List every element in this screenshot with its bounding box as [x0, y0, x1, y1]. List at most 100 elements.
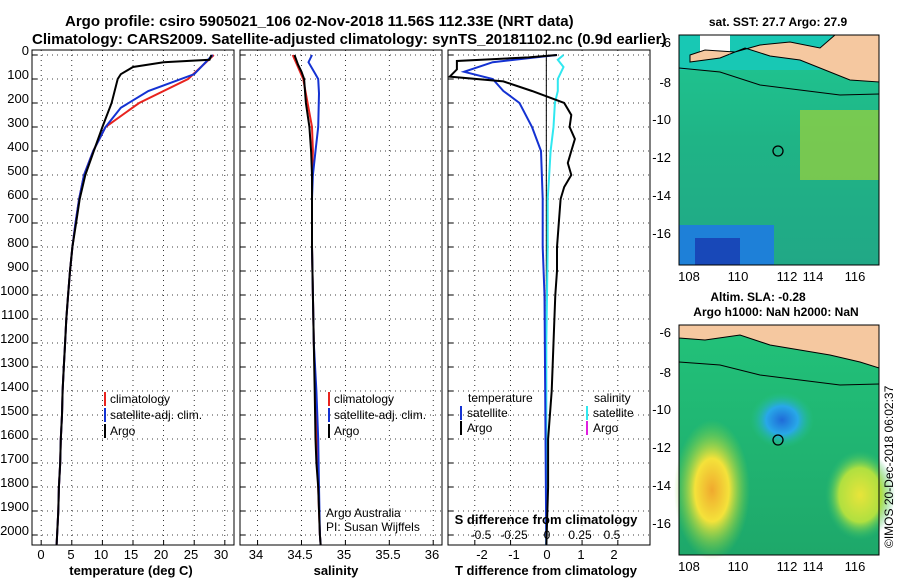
- depth-tick-label: 600: [7, 187, 29, 202]
- difference-legend: temperature satellite Argo salinity sate…: [460, 391, 634, 435]
- sla-map-lon-label: 110: [728, 559, 749, 574]
- series-layer: [55, 54, 576, 545]
- sla-map-warm-eddy-east: [825, 450, 895, 540]
- legend-label-satellite: satellite-adj. clim.: [110, 408, 202, 422]
- depth-tick-label: 200: [7, 91, 29, 106]
- s-difference-tick-label: 0.5: [604, 528, 621, 542]
- sst-map-title: sat. SST: 27.7 Argo: 27.9: [709, 15, 848, 29]
- legend-label-argo: Argo: [334, 424, 360, 438]
- temperature-tick-label: 30: [214, 547, 228, 562]
- salinity-tick-label: 34: [249, 547, 263, 562]
- temperature-argo-line: [55, 54, 213, 545]
- legend-label-climatology: climatology: [110, 392, 170, 406]
- sst-map-lon-label: 110: [728, 269, 749, 284]
- depth-tick-label: 500: [7, 163, 29, 178]
- depth-tick-label: 1800: [0, 475, 29, 490]
- legend-label-s-argo: Argo: [593, 421, 619, 435]
- sst-map-coastline: [678, 67, 880, 96]
- sst-map-lat-label: -16: [652, 226, 671, 241]
- t-difference-argo-line: [448, 54, 576, 545]
- temperature-climatology-line: [55, 54, 215, 545]
- figure-title-line2: Climatology: CARS2009. Satellite-adjuste…: [32, 31, 666, 48]
- sst-map-warm-patch: [800, 110, 879, 180]
- legend-label-argo: Argo: [110, 424, 136, 438]
- legend-swatch-s-argo: [586, 421, 588, 435]
- salinity-legend: climatology satellite-adj. clim. Argo Ar…: [326, 392, 426, 534]
- salinity-panel-frame: [239, 49, 443, 546]
- temperature-tick-label: 25: [184, 547, 198, 562]
- sst-map-lat-label: -14: [652, 188, 671, 203]
- sst-map-frame: [678, 34, 880, 266]
- legend-label-climatology: climatology: [334, 392, 394, 406]
- s-difference-axis-label: S difference from climatology: [455, 512, 639, 527]
- salinity-tick-label: 34.5: [287, 547, 312, 562]
- sst-map-lat-label: -10: [652, 112, 671, 127]
- grid-layer: [32, 50, 650, 545]
- s-difference-tick-label: 0: [544, 528, 551, 542]
- salinity-x-axis: 34 34.5 35 35.5 36 salinity: [249, 547, 439, 578]
- temperature-tick-label: 0: [37, 547, 44, 562]
- t-difference-axis-label: T difference from climatology: [455, 563, 638, 578]
- temperature-tick-label: 5: [67, 547, 74, 562]
- figure-title-line1: Argo profile: csiro 5905021_106 02-Nov-2…: [65, 13, 574, 30]
- depth-tick-label: 0: [22, 43, 29, 58]
- depth-tick-label: 300: [7, 115, 29, 130]
- depth-tick-label: 400: [7, 139, 29, 154]
- temperature-x-axis: 0 5 10 15 20 25 30 temperature (deg C): [37, 547, 228, 578]
- t-difference-tick-label: -1: [508, 547, 520, 562]
- depth-tick-label: 900: [7, 259, 29, 274]
- depth-tick-label: 100: [7, 67, 29, 82]
- depth-tick-label: 1000: [0, 283, 29, 298]
- temperature-legend: climatology satellite-adj. clim. Argo: [104, 392, 202, 438]
- legend-swatch-t-argo: [460, 421, 462, 435]
- depth-tick-label: 1400: [0, 379, 29, 394]
- credit-line-1: Argo Australia: [326, 506, 401, 520]
- sla-map-argo-location-marker: [772, 434, 784, 446]
- depth-tick-label: 800: [7, 235, 29, 250]
- s-difference-satellite-line: [545, 54, 565, 545]
- s-difference-tick-label: -0.5: [471, 528, 492, 542]
- legend-label-t-argo: Argo: [467, 421, 493, 435]
- t-difference-tick-label: 2: [610, 547, 617, 562]
- sla-map-lat-label: -16: [652, 516, 671, 531]
- legend-swatch-satellite: [104, 408, 106, 422]
- depth-tick-label: 1600: [0, 427, 29, 442]
- sla-map-frame: [678, 324, 880, 556]
- salinity-tick-label: 36: [425, 547, 439, 562]
- legend-swatch-argo: [328, 424, 330, 438]
- sla-map-lon-label: 114: [803, 559, 824, 574]
- sst-map-cold-patch: [695, 238, 740, 265]
- difference-panel-frame: [447, 49, 651, 546]
- t-difference-tick-label: 1: [577, 547, 584, 562]
- temperature-tick-label: 10: [94, 547, 108, 562]
- depth-tick-label: 700: [7, 211, 29, 226]
- sla-map-lat-label: -8: [659, 365, 671, 380]
- legend-title-temperature: temperature: [468, 391, 533, 405]
- legend-label-t-satellite: satellite: [467, 406, 508, 420]
- sla-map-lat-label: -6: [659, 325, 671, 340]
- sla-map-lat-label: -10: [652, 402, 671, 417]
- temperature-tick-label: 20: [154, 547, 168, 562]
- s-difference-tick-label: -0.25: [500, 528, 528, 542]
- temperature-satellite-line: [55, 54, 214, 545]
- sst-map-lat-label: -8: [659, 75, 671, 90]
- sst-map-lon-label: 114: [803, 269, 824, 284]
- sla-map-title-1: Altim. SLA: -0.28: [710, 290, 806, 304]
- temperature-axis-label: temperature (deg C): [69, 563, 193, 578]
- legend-title-salinity: salinity: [594, 391, 631, 405]
- credit-line-2: PI: Susan Wijffels: [326, 520, 420, 534]
- sst-map-lat-label: -12: [652, 150, 671, 165]
- depth-tick-label: 1300: [0, 355, 29, 370]
- legend-swatch-climatology: [328, 392, 330, 406]
- sst-map-argo-location-marker: [772, 145, 784, 157]
- depth-tick-label: 1700: [0, 451, 29, 466]
- legend-swatch-argo: [104, 424, 106, 438]
- sla-map-lat-label: -14: [652, 478, 671, 493]
- legend-label-s-satellite: satellite: [593, 406, 634, 420]
- sla-map-lon-label: 108: [678, 559, 700, 574]
- depth-axis: 0 100 200 300 400 500 600 700 800 900 10…: [0, 43, 29, 538]
- sla-map-cold-eddy: [750, 392, 814, 448]
- t-difference-satellite-line: [460, 54, 558, 545]
- legend-swatch-climatology: [104, 392, 106, 406]
